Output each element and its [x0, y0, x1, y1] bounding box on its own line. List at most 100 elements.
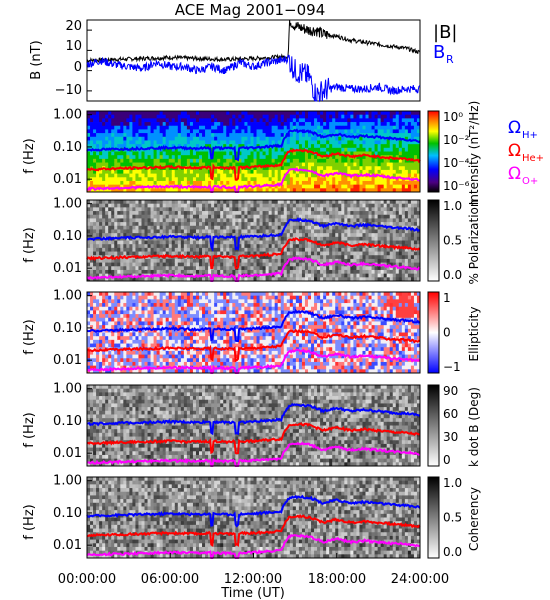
- spectrogram-cell: [320, 118, 324, 123]
- spectrogram-cell: [217, 111, 221, 116]
- spectrogram-cell: [117, 129, 121, 134]
- spectrogram-cell: [93, 155, 97, 160]
- spectrogram-cell: [410, 211, 415, 216]
- spectrogram-cell: [150, 240, 154, 245]
- spectrogram-cell: [344, 129, 348, 134]
- spectrogram-cell: [208, 177, 212, 182]
- spectrogram-cell: [214, 136, 218, 141]
- spectrogram-cell: [329, 244, 333, 249]
- spectrogram-cell: [232, 247, 236, 252]
- spectrogram-cell: [202, 114, 206, 119]
- spectrogram-cell: [87, 247, 91, 252]
- spectrogram-cell: [271, 118, 276, 123]
- spectrogram-cell: [347, 225, 351, 230]
- spectrogram-cell: [401, 255, 406, 260]
- spectrogram-cell: [380, 122, 385, 127]
- spectrogram-cell: [374, 144, 379, 149]
- spectrogram-cell: [132, 111, 136, 116]
- spectrogram-cell: [214, 240, 218, 245]
- spectrogram-cell: [135, 177, 139, 182]
- spectrogram-cell: [320, 151, 324, 156]
- y-tick-label: 1.00: [53, 108, 82, 123]
- spectrogram-cell: [398, 114, 403, 119]
- spectrogram-cell: [286, 233, 291, 238]
- spectrogram-cell: [280, 136, 285, 141]
- spectrogram-cell: [292, 251, 297, 256]
- spectrogram-cell: [229, 200, 233, 205]
- spectrogram-cell: [93, 258, 97, 263]
- spectrogram-cell: [99, 310, 103, 315]
- spectrogram-cell: [389, 251, 394, 256]
- spectrogram-cell: [338, 166, 342, 171]
- spectrogram-cell: [199, 203, 203, 208]
- spectrogram-cell: [114, 140, 118, 145]
- spectrogram-cell: [90, 332, 94, 337]
- spectrogram-cell: [341, 251, 345, 256]
- spectrogram-cell: [350, 111, 354, 116]
- spectrogram-cell: [247, 266, 251, 271]
- spectrogram-cell: [374, 111, 379, 116]
- spectrogram-cell: [226, 251, 230, 256]
- spectrogram-cell: [153, 229, 158, 234]
- spectrogram-cell: [159, 229, 164, 234]
- spectrogram-cell: [217, 122, 221, 127]
- spectrogram-cell: [413, 255, 418, 260]
- spectrogram-cell: [311, 136, 315, 141]
- spectrogram-cell: [229, 140, 233, 145]
- spectrogram-cell: [153, 269, 158, 275]
- spectrogram-cell: [93, 339, 97, 344]
- spectrogram-cell: [377, 151, 382, 156]
- spectrogram-cell: [259, 240, 263, 245]
- spectrogram-cell: [120, 203, 124, 208]
- spectrogram-cell: [311, 236, 315, 241]
- spectrogram-cell: [244, 229, 248, 234]
- spectrogram-cell: [99, 229, 103, 234]
- spectrogram-cell: [102, 277, 106, 282]
- spectrogram-cell: [177, 125, 182, 130]
- spectrogram-cell: [410, 184, 415, 189]
- panel-frame: [86, 199, 421, 282]
- spectrogram-cell: [311, 144, 315, 149]
- spectrogram-cell: [368, 140, 372, 145]
- spectrogram-cell: [238, 222, 242, 227]
- spectrogram-cell: [301, 211, 306, 216]
- spectrogram-cell: [229, 147, 233, 152]
- spectrogram-cell: [132, 229, 136, 234]
- spectrogram-cell: [317, 200, 321, 205]
- spectrogram-cell: [192, 114, 197, 119]
- spectrogram-cell: [283, 114, 288, 119]
- spectrogram-cell: [335, 207, 339, 212]
- spectrogram-cell: [168, 266, 173, 271]
- spectrogram-cell: [277, 125, 282, 130]
- spectrogram-cell: [226, 169, 230, 174]
- spectrogram-cell: [123, 266, 127, 271]
- spectrogram-cell: [238, 173, 242, 178]
- spectrogram-cell: [286, 188, 291, 193]
- spectrogram-cell: [338, 266, 342, 271]
- spectrogram-cell: [102, 122, 106, 127]
- spectrogram-cell: [289, 169, 294, 174]
- spectrogram-cell: [250, 147, 254, 152]
- spectrogram-cell: [311, 218, 315, 223]
- spectrogram-cell: [359, 169, 363, 174]
- spectrogram-cell: [253, 244, 257, 249]
- spectrogram-cell: [398, 180, 403, 186]
- spectrogram-cell: [177, 169, 182, 174]
- spectrogram-cell: [238, 262, 242, 267]
- spectrogram-cell: [244, 247, 248, 252]
- spectrogram-cell: [323, 158, 327, 163]
- spectrogram-cell: [317, 169, 321, 174]
- spectrogram-cell: [292, 162, 297, 167]
- spectrogram-cell: [389, 180, 394, 186]
- spectrogram-cell: [283, 266, 288, 271]
- spectrogram-cell: [147, 269, 151, 275]
- spectrogram-cell: [126, 188, 130, 193]
- spectrogram-cell: [153, 225, 158, 230]
- spectrogram-cell: [87, 240, 91, 245]
- spectrogram-cell: [244, 222, 248, 227]
- spectrogram-cell: [365, 169, 369, 174]
- panel-magnetic-field: 20 10 0 −10 B (nT) |B| B R: [29, 19, 457, 103]
- spectrogram-cell: [401, 162, 406, 167]
- spectrogram-cell: [307, 233, 312, 238]
- spectrogram-cell: [253, 218, 257, 223]
